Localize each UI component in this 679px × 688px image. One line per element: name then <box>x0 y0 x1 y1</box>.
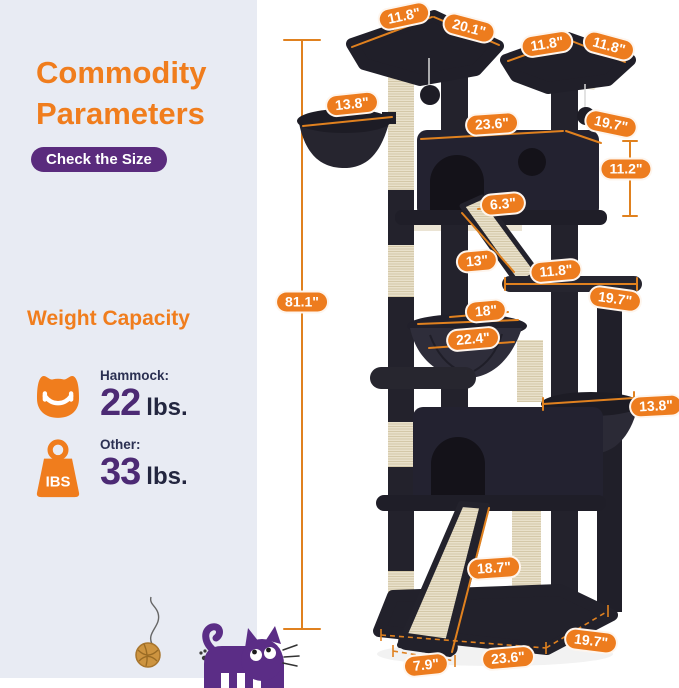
badge-label: Check the Size <box>46 151 152 168</box>
page-title: Commodity Parameters <box>36 52 207 134</box>
measurement-label-scratch-ramp-length: 18.7" <box>466 554 522 582</box>
capacity-label: Hammock: <box>100 368 170 383</box>
weight-icon: IBS <box>30 437 86 508</box>
measurement-label-top-right-platform-depth: 11.8" <box>580 28 638 64</box>
measurement-label-ramp-top-width: 6.3" <box>479 190 527 218</box>
measurement-label-upper-basket-width: 13.8" <box>324 89 380 119</box>
measurement-label-top-left-platform-depth: 20.1" <box>439 9 499 47</box>
capacity-unit: lbs. <box>146 394 188 421</box>
measurement-label-ramp-length: 13" <box>454 247 500 275</box>
measurement-label-condo-height: 11.2" <box>599 157 653 181</box>
measurement-label-hammock-span: 18" <box>463 297 509 325</box>
scratching-posts <box>388 52 622 617</box>
capacity-value: 33 <box>100 451 141 493</box>
measurement-label-base-width: 23.6" <box>480 644 536 672</box>
check-size-badge: Check the Size <box>31 147 167 172</box>
measurement-label-scratch-ramp-width: 7.9" <box>401 651 451 679</box>
measurement-label-base-depth: 19.7" <box>562 626 620 656</box>
weight-icon-text: IBS <box>46 475 71 491</box>
cat-hammock-icon <box>30 368 86 429</box>
measurement-label-top-left-platform-width: 11.8" <box>375 0 433 33</box>
weight-capacity-heading: Weight Capacity <box>27 307 190 330</box>
scratch-ramp <box>397 501 490 657</box>
lower-condo <box>376 407 606 511</box>
upper-basket <box>297 109 396 168</box>
measurement-label-overall-height: 81.1" <box>275 290 329 314</box>
capacity-label: Other: <box>100 437 141 452</box>
capacity-unit: lbs. <box>146 463 188 490</box>
capacity-row-other: IBS Other: 33 lbs. <box>30 437 250 508</box>
capacity-row-hammock: Hammock: 22 lbs. <box>30 368 250 429</box>
measurement-label-top-right-platform-width: 11.8" <box>518 28 576 60</box>
measurement-label-shelf-depth: 19.7" <box>586 283 644 315</box>
lower-basket <box>541 392 641 454</box>
capacity-value: 22 <box>100 382 141 424</box>
round-platform <box>370 367 476 389</box>
measurement-label-lower-basket-width: 13.8" <box>628 393 679 419</box>
title-line-1: Commodity <box>36 55 207 90</box>
measurement-label-condo-depth: 19.7" <box>582 107 640 141</box>
measurement-label-shelf-width: 11.8" <box>528 257 584 285</box>
title-line-2: Parameters <box>36 96 205 131</box>
info-panel: Commodity Parameters Check the Size Weig… <box>0 0 257 678</box>
overall-height-line <box>283 39 321 630</box>
measurement-label-hammock-width: 22.4" <box>445 325 501 353</box>
measurement-label-condo-width: 23.6" <box>464 110 520 138</box>
